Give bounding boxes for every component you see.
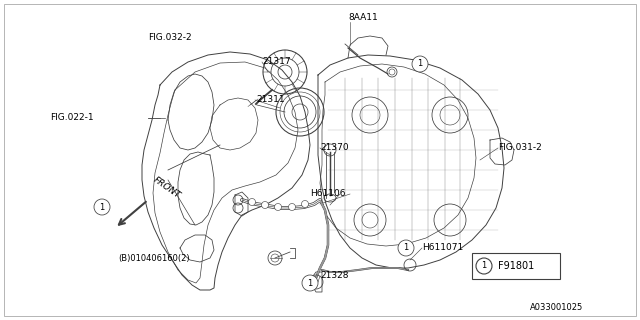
Circle shape (94, 199, 110, 215)
Text: FRONT: FRONT (152, 175, 182, 201)
Circle shape (289, 204, 296, 211)
Text: H611071: H611071 (422, 244, 463, 252)
Text: FIG.022-1: FIG.022-1 (50, 114, 93, 123)
Circle shape (302, 275, 318, 291)
Text: FIG.031-2: FIG.031-2 (498, 143, 541, 153)
Text: FIG.032-2: FIG.032-2 (148, 34, 191, 43)
Circle shape (248, 198, 255, 205)
Circle shape (275, 204, 282, 211)
Text: 21328: 21328 (320, 271, 349, 281)
Text: F91801: F91801 (498, 261, 534, 271)
Circle shape (476, 258, 492, 274)
Text: 1: 1 (417, 60, 422, 68)
Circle shape (412, 56, 428, 72)
Text: A033001025: A033001025 (530, 303, 583, 313)
Text: 1: 1 (481, 261, 486, 270)
Text: (B)010406160(2): (B)010406160(2) (118, 253, 189, 262)
Circle shape (301, 201, 308, 207)
Text: 21317: 21317 (262, 58, 291, 67)
Text: H61106: H61106 (310, 189, 346, 198)
Circle shape (398, 240, 414, 256)
Circle shape (262, 202, 269, 209)
Text: 1: 1 (307, 278, 312, 287)
Bar (472, 253, 560, 279)
Text: 1: 1 (99, 203, 104, 212)
Text: 21370: 21370 (320, 143, 349, 153)
Text: 1: 1 (403, 244, 408, 252)
Text: 21311: 21311 (256, 95, 285, 105)
Text: 8AA11: 8AA11 (348, 13, 378, 22)
